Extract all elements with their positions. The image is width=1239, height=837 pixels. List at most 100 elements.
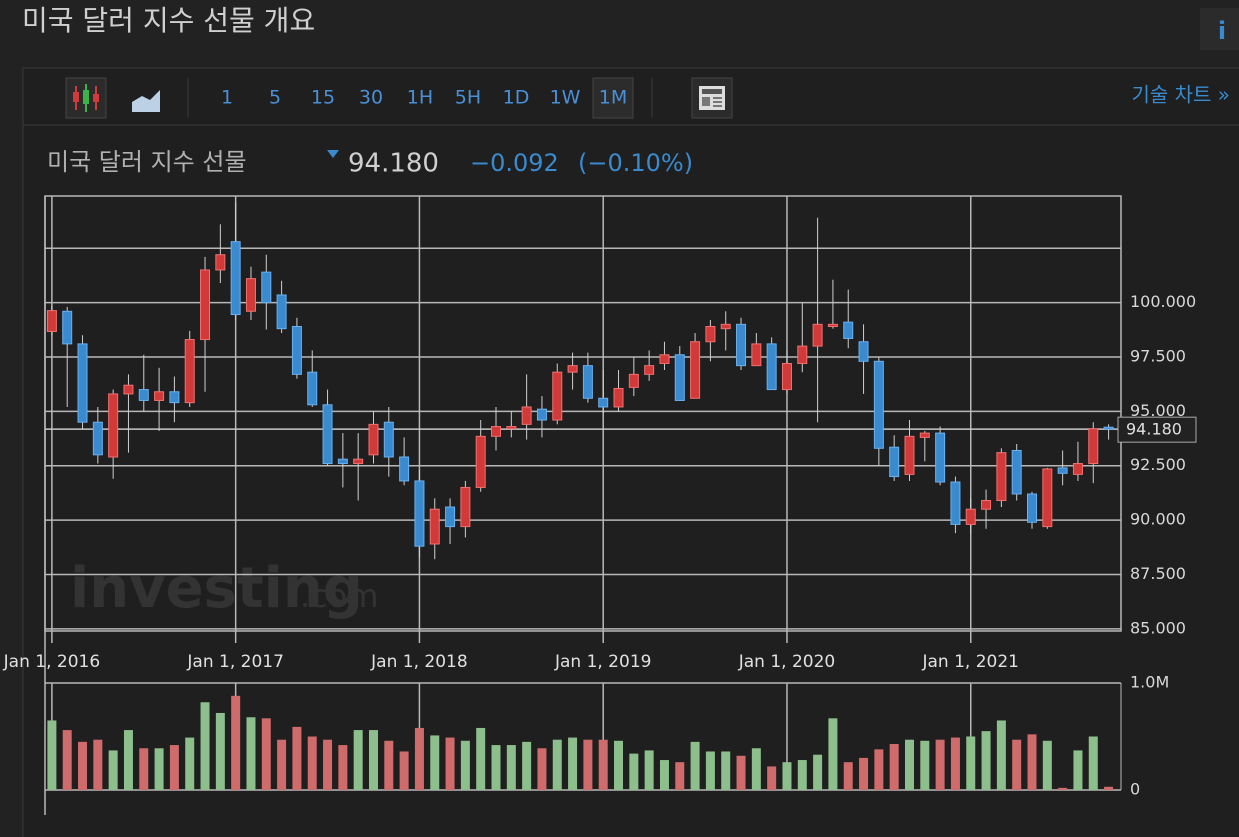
candle-body (812, 323, 823, 347)
volume-bar (414, 727, 424, 790)
info-button[interactable] (1200, 8, 1239, 50)
volume-bar (782, 762, 792, 790)
interval-button[interactable]: 1M (599, 87, 627, 109)
candle-body (429, 508, 440, 545)
volume-bar (246, 717, 256, 790)
volume-bar (62, 730, 72, 790)
change: −0.092 (470, 149, 559, 177)
candle-body (230, 241, 241, 316)
interval-button[interactable]: 15 (311, 87, 335, 109)
icon (83, 90, 89, 104)
chart: 85.000 87.500 90.000 92.500 95.000 97.500 100.… (3, 195, 1197, 815)
candle-body (154, 391, 165, 401)
volume-bar (154, 748, 164, 790)
candle-body (690, 341, 701, 399)
candle-body (368, 423, 379, 456)
interval-buttons: 1 5 15 30 1H 5H 1D 1W 1M (221, 77, 634, 119)
volume-bar (828, 718, 838, 790)
candle-body (445, 506, 456, 528)
volume-bar (675, 762, 685, 790)
candle-body (399, 456, 410, 482)
x-tick-label: Jan 1, 2020 (738, 652, 836, 672)
volume-bar (889, 743, 899, 790)
candle-body (781, 362, 792, 391)
interval-button[interactable]: 5 (269, 87, 281, 109)
volume-bar (368, 730, 378, 790)
volume-bar (215, 712, 225, 790)
candle-body (552, 371, 563, 421)
volume-bar (169, 745, 179, 790)
candle-body (460, 486, 471, 528)
candle-body (475, 435, 486, 488)
candle-type-button[interactable] (65, 77, 107, 119)
volume-bar (629, 753, 639, 790)
candle-body (797, 345, 808, 364)
volume-bar (399, 751, 409, 790)
candle-body (1072, 463, 1083, 475)
interval-button[interactable]: 1D (503, 87, 530, 109)
volume-bar (430, 735, 440, 790)
candle-body (491, 426, 502, 437)
interval-button[interactable]: 1H (407, 87, 433, 109)
interval-button[interactable]: 1W (550, 87, 581, 109)
candle-body (935, 432, 946, 483)
last-price-label: 94.180 (1126, 420, 1182, 439)
volume-bar (1058, 787, 1068, 790)
candle-body (674, 354, 685, 401)
tech-chart-link[interactable]: 기술 차트 » (1131, 83, 1230, 107)
candle-body (353, 458, 364, 465)
interval-button[interactable]: 5H (455, 87, 481, 109)
volume-bar (307, 736, 317, 790)
volume-bar (598, 739, 608, 790)
volume-bar (904, 739, 914, 790)
icon (93, 94, 99, 102)
volume-bar (47, 720, 57, 790)
icon (702, 89, 722, 94)
down-arrow (327, 150, 339, 158)
interval-button[interactable]: 30 (359, 87, 383, 109)
x-tick-label: Jan 1, 2021 (921, 652, 1019, 672)
candle-body (827, 323, 838, 328)
volume-bar (705, 751, 715, 790)
candle-body (245, 278, 256, 312)
info-icon[interactable]: i (1218, 17, 1226, 45)
candle-body (766, 343, 777, 391)
volume-bar (123, 730, 133, 790)
candle-body (567, 365, 578, 373)
volume-bar (950, 737, 960, 790)
candle-body (705, 326, 716, 343)
candle-body (276, 294, 287, 330)
volume-bar (1088, 736, 1098, 790)
candle-body (322, 404, 333, 465)
active-interval[interactable] (592, 77, 634, 119)
y-tick-label: 87.500 (1130, 564, 1186, 583)
volume-bar (277, 739, 287, 790)
candle-body (1027, 493, 1038, 523)
volume-bar (231, 695, 241, 790)
price: 94.180 (348, 149, 439, 179)
volume-bar (996, 720, 1006, 790)
candle-body (751, 343, 762, 367)
candle-body (628, 373, 639, 388)
volume-bar (690, 741, 700, 790)
candle-body (889, 446, 900, 478)
candle-body (261, 271, 272, 304)
volume-bar (1012, 739, 1022, 790)
volume-bar (966, 736, 976, 790)
area-type-button[interactable] (132, 90, 160, 112)
candle-body (950, 481, 961, 525)
candle-body (184, 339, 195, 404)
volume-bar (1104, 786, 1114, 790)
volume-bar (78, 741, 88, 790)
candle-body (200, 269, 211, 341)
volume-bar (476, 727, 486, 790)
volume-bar (644, 750, 654, 790)
volume-bar (506, 745, 516, 790)
volume-bar (491, 745, 501, 790)
candle-body (736, 323, 747, 367)
interval-button[interactable]: 1 (221, 87, 233, 109)
volume-bar (445, 737, 455, 790)
volume-bar (552, 739, 562, 790)
news-button[interactable] (691, 77, 733, 119)
volume-bar (981, 731, 991, 790)
